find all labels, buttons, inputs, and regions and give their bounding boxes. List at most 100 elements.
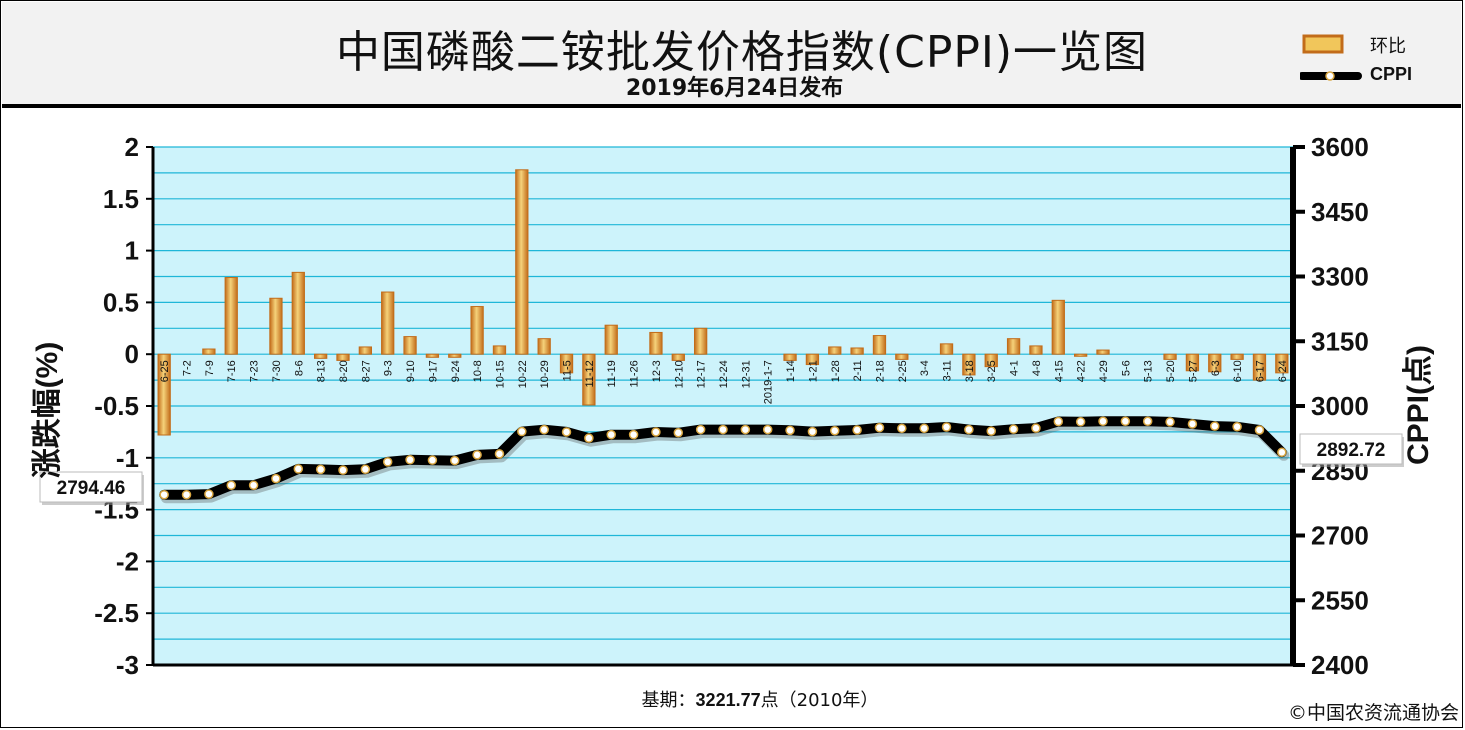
x-tick-label: 5-20: [1165, 360, 1177, 382]
x-tick-label: 5-27: [1187, 360, 1199, 382]
cppi-point: [1053, 416, 1064, 427]
bar: [671, 353, 685, 361]
cppi-point: [405, 455, 415, 465]
bar: [1051, 299, 1065, 355]
bar: [939, 343, 954, 355]
cppi-point: [1031, 423, 1041, 433]
x-tick-label: 6-3: [1210, 360, 1222, 376]
cppi-point: [1232, 422, 1242, 432]
x-tick-label: 3-18: [964, 360, 976, 382]
bar: [1185, 353, 1200, 372]
x-tick-label: 8-13: [316, 360, 328, 382]
bar: [984, 353, 998, 368]
bar: [582, 353, 596, 406]
x-tick-label: 5-6: [1120, 360, 1132, 376]
y-left-tick-label: 1.5: [103, 184, 139, 214]
y-right-tick-label: 2400: [1311, 650, 1369, 680]
x-tick-label: 10-15: [494, 360, 506, 388]
x-tick-label: 6-10: [1232, 360, 1244, 382]
cppi-point: [830, 425, 840, 436]
bar: [381, 291, 395, 355]
callout-last-value-box: [1299, 433, 1403, 465]
cppi-point: [204, 489, 214, 499]
x-tick-label: 4-22: [1076, 360, 1088, 382]
x-tick-label: 12-3: [651, 360, 663, 382]
x-tick-label: 4-1: [1009, 360, 1021, 376]
bar: [224, 277, 238, 355]
x-tick-label: 12-10: [673, 360, 685, 388]
cppi-point: [293, 464, 304, 474]
x-tick-label: 12-24: [718, 360, 730, 388]
bar: [828, 346, 842, 355]
cppi-point: [718, 424, 728, 435]
cppi-point: [941, 422, 952, 432]
cppi-point: [450, 455, 460, 466]
chart-title: 中国磷酸二铵批发价格指数(CPPI)一览图: [335, 27, 1149, 78]
y-left-tick-label: -3: [116, 650, 139, 680]
cppi-point: [874, 422, 885, 433]
x-tick-label: 11-26: [629, 360, 641, 387]
x-tick-label: 11-12: [584, 360, 596, 387]
x-tick-label: 7-2: [182, 360, 194, 376]
cppi-point: [852, 425, 862, 435]
y-right-tick-label: 3600: [1311, 132, 1369, 162]
bar: [559, 353, 574, 374]
cppi-point: [1187, 419, 1198, 429]
x-tick-label: 2-11: [852, 360, 864, 381]
chart-header: 中国磷酸二铵批发价格指数(CPPI)一览图 2019年6月24日发布 环比 CP…: [2, 2, 1461, 108]
y-left-tick-label: -0.5: [94, 391, 139, 421]
x-tick-label: 3-11: [942, 360, 954, 381]
x-tick-label: 8-27: [360, 360, 372, 382]
bar: [425, 353, 440, 358]
cppi-point: [517, 426, 527, 437]
legend-bar-label: 环比: [1370, 36, 1406, 56]
x-tick-label: 4-8: [1031, 360, 1043, 376]
bar: [783, 353, 797, 361]
bar: [336, 353, 350, 361]
base-suffix: 点（2010年）: [760, 690, 879, 711]
x-tick-label: 1-28: [830, 360, 842, 382]
x-tick-label: 7-16: [226, 360, 238, 382]
bar: [157, 353, 171, 436]
y-left-tick-label: -2.5: [94, 598, 139, 628]
cppi-point: [807, 426, 818, 437]
bar: [1074, 353, 1088, 357]
legend-item-bar: 环比: [1300, 30, 1450, 60]
cppi-point: [271, 473, 281, 484]
bar: [515, 169, 529, 355]
x-tick-label: 8-20: [338, 360, 350, 382]
cppi-point: [762, 424, 773, 435]
x-tick-label: 9-17: [427, 360, 439, 382]
cppi-point: [1142, 416, 1153, 427]
x-tick-label: 11-5: [562, 360, 574, 381]
bar: [358, 346, 372, 355]
legend-line-label: CPPI: [1370, 64, 1413, 84]
x-tick-label: 6-17: [1254, 360, 1266, 382]
bar: [470, 306, 484, 355]
cppi-point: [1075, 417, 1086, 427]
y-left-tick-label: 1: [125, 236, 139, 266]
y-left-tick-label: 0.5: [103, 287, 139, 317]
bar: [403, 336, 417, 355]
bar: [895, 353, 909, 360]
y-right-tick-label: 2550: [1311, 585, 1369, 615]
y-left-tick-label: -1: [116, 443, 139, 473]
bar: [291, 271, 305, 355]
x-tick-label: 6-25: [159, 360, 171, 382]
cppi-point: [897, 423, 907, 434]
y-right-tick-label: 3300: [1311, 262, 1369, 292]
y-axis-left-title: 涨跌幅(%): [31, 342, 64, 479]
x-tick-label: 9-10: [405, 360, 417, 382]
bar: [850, 347, 864, 355]
y-left-tick-label: -2: [116, 546, 139, 576]
cppi-point: [248, 480, 259, 490]
bar: [1096, 349, 1110, 355]
x-tick-label: 3-25: [986, 360, 998, 382]
bar: [962, 353, 976, 376]
cppi-point: [472, 450, 482, 460]
cppi-point: [606, 429, 616, 440]
footer-base-period: 基期：3221.77点（2010年）: [560, 686, 960, 712]
x-tick-label: 4-29: [1098, 360, 1110, 382]
x-tick-label: 11-19: [606, 360, 618, 387]
